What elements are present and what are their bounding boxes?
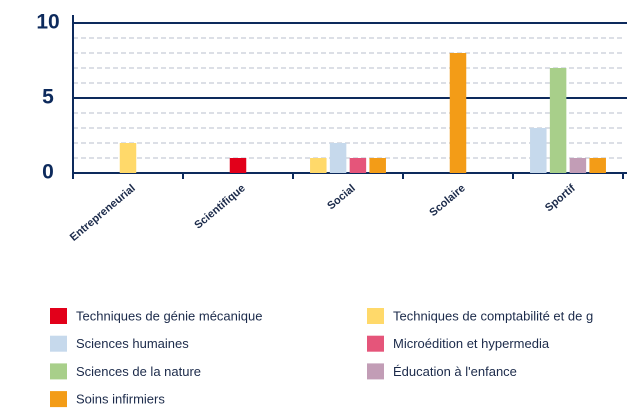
- legend-swatch: [367, 308, 384, 324]
- legend-label: Soins infirmiers: [76, 392, 165, 407]
- legend-swatch: [50, 391, 67, 408]
- legend-swatch: [50, 308, 67, 324]
- x-tick-label-group: Entrepreneurial: [68, 182, 138, 243]
- legend-label: Sciences de la nature: [76, 364, 201, 379]
- legend-swatch: [367, 335, 384, 352]
- bar: [119, 143, 137, 173]
- legend-label: Techniques de comptabilité et de g: [393, 308, 593, 323]
- bar: [310, 158, 327, 173]
- bar: [349, 158, 367, 173]
- legend-swatch: [50, 335, 67, 352]
- y-tick-label: 0: [42, 161, 54, 184]
- bar: [549, 68, 567, 173]
- x-tick-label: Scolaire: [427, 182, 468, 219]
- legend-label: Microédition et hypermedia: [393, 336, 550, 351]
- x-tick-label: Social: [325, 182, 358, 212]
- x-tick-label: Sportif: [543, 182, 578, 214]
- bar: [569, 158, 587, 173]
- x-tick-label-group: Sportif: [543, 182, 578, 214]
- x-tick-label-group: Social: [325, 182, 358, 212]
- y-tick-label: 5: [42, 86, 54, 109]
- y-tick-label: 10: [36, 11, 59, 34]
- bar: [369, 158, 386, 173]
- x-tick-label-group: Scientifique: [192, 182, 247, 231]
- bar: [589, 158, 606, 173]
- x-tick-label: Entrepreneurial: [68, 182, 138, 243]
- bar: [329, 143, 347, 173]
- x-tick-label-group: Scolaire: [427, 182, 468, 219]
- legend-label: Sciences humaines: [76, 336, 189, 351]
- x-tick-label: Scientifique: [192, 182, 247, 231]
- bar: [229, 158, 247, 173]
- legend-label: Techniques de génie mécanique: [76, 308, 262, 323]
- legend-swatch: [50, 363, 67, 380]
- bar: [530, 128, 547, 173]
- legend-swatch: [367, 363, 384, 380]
- legend-label: Éducation à l'enfance: [393, 364, 517, 379]
- bar: [449, 53, 467, 173]
